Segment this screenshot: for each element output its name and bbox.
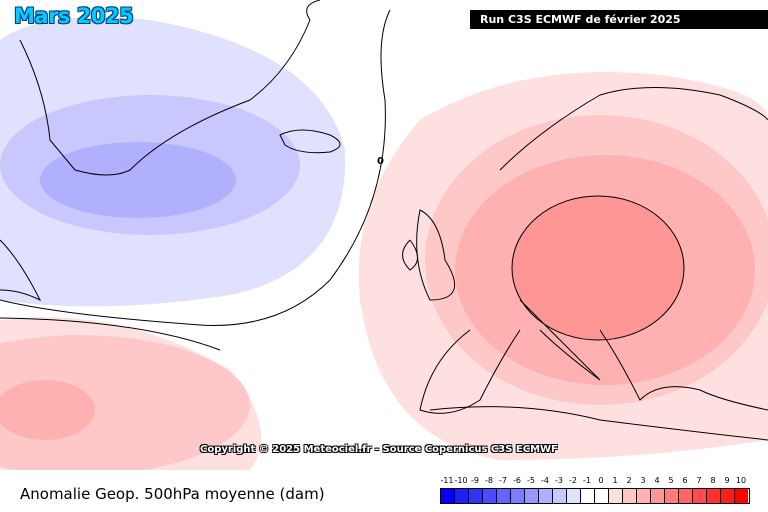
legend-swatch [567,489,581,503]
legend-swatches [440,488,750,504]
legend-swatch [469,489,483,503]
legend-label: -7 [499,476,507,485]
negative-anomaly-area [0,17,346,307]
legend-swatch [525,489,539,503]
legend-swatch [693,489,707,503]
legend-swatch [735,489,748,503]
legend-label: -9 [471,476,479,485]
legend-swatch [595,489,609,503]
legend-label: 10 [735,476,747,485]
legend-label: 7 [696,476,702,485]
positive-anomaly-area-atlantic [0,317,262,470]
anomaly-map [0,0,768,470]
legend-labels: -11 -10 -9 -8 -7 -6 -5 -4 -3 -2 -1 0 1 2 3 4 5 6 7 8 9 10 [440,476,752,488]
legend-swatch [721,489,735,503]
legend-swatch [539,489,553,503]
zero-contour [0,9,391,326]
color-legend: -11 -10 -9 -8 -7 -6 -5 -4 -3 -2 -1 0 1 2 3 4 5 6 7 8 9 10 [440,476,752,504]
run-label: Run C3S ECMWF de février 2025 [470,10,768,29]
contour-label: 0 [377,156,384,167]
positive-anomaly-area-europe [358,72,768,460]
legend-label: -8 [485,476,493,485]
legend-label: 4 [654,476,660,485]
legend-label: 3 [640,476,646,485]
legend-swatch [511,489,525,503]
map-title: Mars 2025 [14,4,134,28]
map-caption: Anomalie Geop. 500hPa moyenne (dam) [20,485,325,503]
legend-swatch [623,489,637,503]
legend-label: 1 [612,476,618,485]
legend-label: 5 [668,476,674,485]
legend-swatch [441,489,455,503]
footer: Anomalie Geop. 500hPa moyenne (dam) -11-… [0,470,768,512]
zero-contour-lower [0,317,221,351]
legend-swatch [483,489,497,503]
legend-swatch [581,489,595,503]
legend-label: -6 [513,476,521,485]
legend-label: 8 [710,476,716,485]
legend-swatch [553,489,567,503]
legend-swatch [637,489,651,503]
coastlines [0,0,768,441]
legend-label: -10 [454,476,468,485]
legend-swatch [455,489,469,503]
legend-swatch [609,489,623,503]
legend-swatch [497,489,511,503]
legend-swatch [651,489,665,503]
legend-swatch [707,489,721,503]
legend-label: -2 [569,476,577,485]
legend-label: -1 [583,476,591,485]
legend-swatch [665,489,679,503]
legend-label: -3 [555,476,563,485]
copyright-text: Copyright © 2025 Meteociel.fr - Source C… [200,444,558,455]
legend-label: -4 [541,476,549,485]
legend-swatch [679,489,693,503]
legend-label: 2 [626,476,632,485]
legend-label: -5 [527,476,535,485]
legend-label: 0 [598,476,604,485]
legend-label: 6 [682,476,688,485]
legend-label: -11 [440,476,454,485]
legend-label: 9 [724,476,730,485]
